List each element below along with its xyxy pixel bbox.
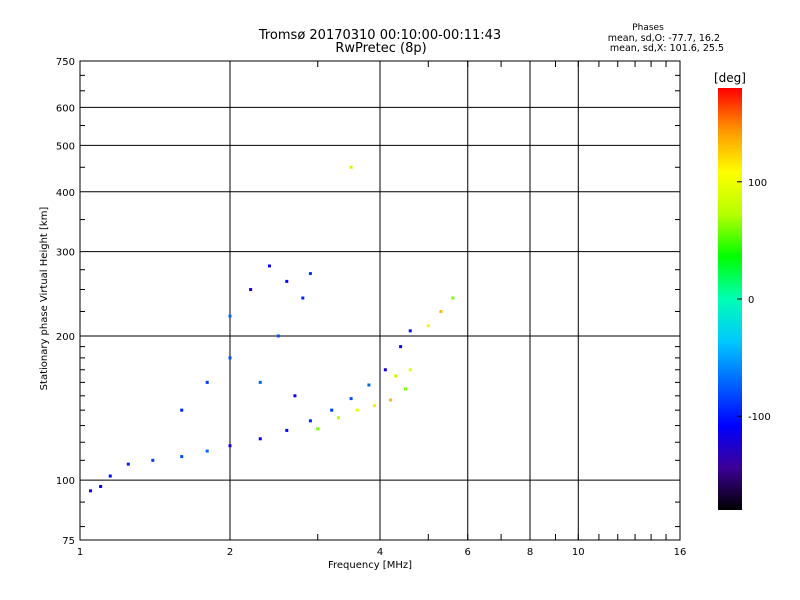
data-point-o: [180, 408, 184, 412]
phases-heading: Phases: [632, 23, 664, 33]
colorbar: [deg] -100 0 100: [714, 71, 771, 510]
colorbar-tick-label: 100: [748, 178, 767, 189]
x-tick-label: 6: [465, 547, 471, 558]
x-tick-label: 10: [572, 547, 585, 558]
data-point-x: [426, 324, 430, 328]
data-point-x: [349, 165, 353, 169]
data-point-x: [373, 404, 377, 408]
data-point-o: [249, 288, 253, 292]
grid-lines: [80, 61, 680, 540]
data-point-o: [308, 419, 312, 423]
data-point-o: [267, 264, 271, 268]
data-point-o: [228, 444, 232, 448]
y-axis-label: Stationary phase Virtual Height [km]: [39, 207, 50, 391]
data-point-x: [403, 387, 407, 391]
colorbar-label: [deg]: [714, 71, 746, 85]
x-tick-label: 16: [674, 547, 687, 558]
data-point-x: [408, 368, 412, 372]
data-point-x: [316, 427, 320, 431]
data-point-x: [394, 374, 398, 378]
y-tick-label: 75: [62, 536, 75, 547]
data-point-o: [285, 279, 289, 283]
data-points: [89, 165, 455, 493]
axes: 1 2 4 6 8 10 16 75 100 200 300 400 500 600 750 Frequenc…: [39, 57, 686, 571]
data-point-o: [89, 489, 93, 493]
data-point-o: [258, 437, 262, 441]
data-point-o: [228, 356, 232, 360]
data-point-o: [228, 314, 232, 318]
phase-x-stats: mean, sd,X: 101.6, 25.5: [609, 43, 724, 54]
data-point-x: [336, 416, 340, 420]
x-tick-label: 8: [527, 547, 533, 558]
data-point-o: [99, 484, 103, 488]
y-tick-label: 300: [56, 248, 75, 259]
data-point-o: [367, 383, 371, 387]
data-point-o: [399, 345, 403, 349]
chart-title: Tromsø 20170310 00:10:00-00:11:43: [258, 28, 502, 43]
data-point-o: [383, 368, 387, 372]
data-point-x: [355, 408, 359, 412]
data-point-x: [389, 398, 393, 402]
data-point-o: [276, 334, 280, 338]
y-tick-label: 400: [56, 188, 75, 199]
data-point-o: [330, 408, 334, 412]
data-point-o: [108, 474, 112, 478]
data-point-o: [205, 449, 209, 453]
y-tick-label: 100: [56, 476, 75, 487]
data-point-o: [258, 380, 262, 384]
data-point-o: [151, 458, 155, 462]
y-tick-label: 750: [56, 57, 75, 68]
data-point-x: [439, 309, 443, 313]
x-axis-label: Frequency [MHz]: [328, 560, 412, 571]
y-tick-label: 600: [56, 103, 75, 114]
y-tick-label: 200: [56, 332, 75, 343]
x-tick-label: 1: [77, 547, 83, 558]
colorbar-tick-label: 0: [748, 295, 754, 306]
data-point-o: [349, 397, 353, 401]
data-point-o: [301, 296, 305, 300]
data-point-o: [205, 380, 209, 384]
data-point-o: [180, 455, 184, 459]
data-point-o: [308, 272, 312, 276]
x-tick-label: 2: [227, 547, 233, 558]
data-point-o: [126, 462, 130, 466]
x-tick-label: 4: [377, 547, 383, 558]
y-tick-label: 500: [56, 141, 75, 152]
phase-o-stats: mean, sd,O: -77.7, 16.2: [607, 33, 720, 44]
chart-subtitle: RwPretec (8p): [335, 41, 427, 56]
data-point-o: [293, 394, 297, 398]
data-point-o: [408, 329, 412, 333]
data-point-o: [285, 428, 289, 432]
data-point-x: [451, 296, 455, 300]
colorbar-tick-label: -100: [748, 412, 771, 423]
